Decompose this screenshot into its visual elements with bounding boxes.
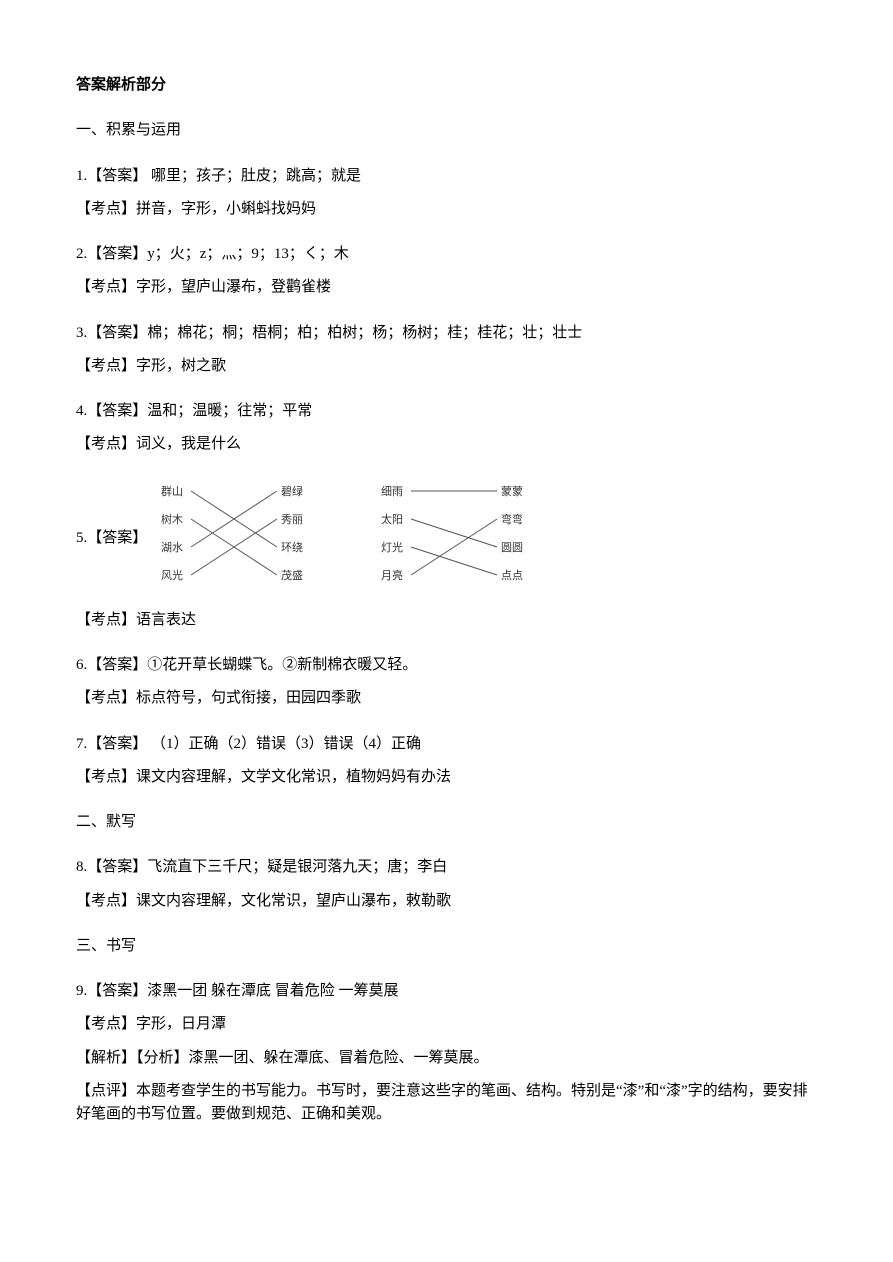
answer-label: 1.【答案】 xyxy=(76,168,147,184)
match-diagram-wrapper: 群山树木湖水风光 碧绿秀丽环绕茂盛 细雨太阳灯光月亮 蒙蒙弯弯圆圆点点 xyxy=(151,479,541,599)
svg-text:湖水: 湖水 xyxy=(161,541,183,554)
q9-answer: 9.【答案】漆黑一团 躲在潭底 冒着危险 一筹莫展 xyxy=(76,980,817,1003)
svg-text:茂盛: 茂盛 xyxy=(281,568,303,582)
points-label: 【考点】 xyxy=(76,612,136,628)
svg-text:秀丽: 秀丽 xyxy=(281,513,303,526)
points-label: 【考点】 xyxy=(76,201,136,217)
q3-answer: 3.【答案】棉；棉花；桐；梧桐；柏；柏树；杨；杨树；桂；桂花；壮；壮士 xyxy=(76,322,817,345)
svg-text:圆圆: 圆圆 xyxy=(501,541,523,554)
answer-text: 飞流直下三千尺；疑是银河落九天；唐；李白 xyxy=(147,859,447,875)
answer-text: 棉；棉花；桐；梧桐；柏；柏树；杨；杨树；桂；桂花；壮；壮士 xyxy=(147,325,582,341)
answer-text: y；火；z；灬；9；13；く；木 xyxy=(147,246,349,262)
q2-answer: 2.【答案】y；火；z；灬；9；13；く；木 xyxy=(76,243,817,266)
points-label: 【考点】 xyxy=(76,358,136,374)
answer-text: 温和；温暖；往常；平常 xyxy=(147,403,312,419)
q9-comment: 【点评】本题考查学生的书写能力。书写时，要注意这些字的笔画、结构。特别是“漆”和… xyxy=(76,1080,817,1127)
q3-points: 【考点】字形，树之歌 xyxy=(76,355,817,378)
points-text: 课文内容理解，文学文化常识，植物妈妈有办法 xyxy=(136,769,451,785)
svg-text:风光: 风光 xyxy=(161,568,183,582)
q1-points: 【考点】拼音，字形，小蝌蚪找妈妈 xyxy=(76,198,817,221)
answer-label: 4.【答案】 xyxy=(76,403,147,419)
section-heading-1: 一、积累与运用 xyxy=(76,119,817,142)
points-label: 【考点】 xyxy=(76,279,136,295)
svg-text:月亮: 月亮 xyxy=(381,568,403,582)
q6-points: 【考点】标点符号，句式衔接，田园四季歌 xyxy=(76,687,817,710)
answer-text: ①花开草长蝴蝶飞。②新制棉衣暖又轻。 xyxy=(147,657,417,673)
points-text: 语言表达 xyxy=(136,612,196,628)
q4-points: 【考点】词义，我是什么 xyxy=(76,433,817,456)
answer-text: 漆黑一团 躲在潭底 冒着危险 一筹莫展 xyxy=(147,983,398,999)
svg-text:环绕: 环绕 xyxy=(281,541,303,554)
points-label: 【考点】 xyxy=(76,769,136,785)
q1-answer: 1.【答案】 哪里；孩子；肚皮；跳高；就是 xyxy=(76,165,817,188)
comment-text: 本题考查学生的书写能力。书写时，要注意这些字的笔画、结构。特别是“漆”和“漆”字… xyxy=(76,1083,808,1122)
q4-answer: 4.【答案】温和；温暖；往常；平常 xyxy=(76,400,817,423)
svg-text:灯光: 灯光 xyxy=(381,540,403,554)
svg-text:点点: 点点 xyxy=(501,569,523,582)
answer-text: （1）正确（2）错误（3）错误（4）正确 xyxy=(147,736,421,752)
q2-points: 【考点】字形，望庐山瀑布，登鹳雀楼 xyxy=(76,276,817,299)
points-label: 【考点】 xyxy=(76,893,136,909)
points-text: 词义，我是什么 xyxy=(136,436,241,452)
analysis-label: 【解析】【分析】 xyxy=(76,1050,189,1066)
answer-label: 9.【答案】 xyxy=(76,983,147,999)
page-title: 答案解析部分 xyxy=(76,74,817,97)
svg-text:弯弯: 弯弯 xyxy=(501,512,523,526)
points-label: 【考点】 xyxy=(76,436,136,452)
answer-label: 7.【答案】 xyxy=(76,736,147,752)
points-text: 字形，望庐山瀑布，登鹳雀楼 xyxy=(136,279,331,295)
points-text: 课文内容理解，文化常识，望庐山瀑布，敕勒歌 xyxy=(136,893,451,909)
match-diagram: 群山树木湖水风光 碧绿秀丽环绕茂盛 细雨太阳灯光月亮 蒙蒙弯弯圆圆点点 xyxy=(151,479,541,591)
answer-text: 哪里；孩子；肚皮；跳高；就是 xyxy=(147,168,361,184)
analysis-text: 漆黑一团、躲在潭底、冒着危险、一筹莫展。 xyxy=(189,1050,489,1066)
q7-points: 【考点】课文内容理解，文学文化常识，植物妈妈有办法 xyxy=(76,766,817,789)
points-text: 标点符号，句式衔接，田园四季歌 xyxy=(136,690,361,706)
answer-label: 5.【答案】 xyxy=(76,527,147,550)
q9-points: 【考点】字形，日月潭 xyxy=(76,1013,817,1036)
q8-answer: 8.【答案】飞流直下三千尺；疑是银河落九天；唐；李白 xyxy=(76,856,817,879)
q8-points: 【考点】课文内容理解，文化常识，望庐山瀑布，敕勒歌 xyxy=(76,890,817,913)
points-text: 字形，树之歌 xyxy=(136,358,226,374)
points-text: 拼音，字形，小蝌蚪找妈妈 xyxy=(136,201,316,217)
q7-answer: 7.【答案】 （1）正确（2）错误（3）错误（4）正确 xyxy=(76,733,817,756)
answer-label: 8.【答案】 xyxy=(76,859,147,875)
svg-text:细雨: 细雨 xyxy=(381,485,403,498)
q5-answer-row: 5.【答案】 群山树木湖水风光 碧绿秀丽环绕茂盛 细雨太阳灯光月亮 蒙蒙弯弯圆圆点点 xyxy=(76,479,817,599)
svg-text:蒙蒙: 蒙蒙 xyxy=(501,485,523,498)
points-label: 【考点】 xyxy=(76,690,136,706)
answer-label: 6.【答案】 xyxy=(76,657,147,673)
comment-label: 【点评】 xyxy=(76,1083,136,1099)
svg-text:树木: 树木 xyxy=(161,512,183,526)
q6-answer: 6.【答案】①花开草长蝴蝶飞。②新制棉衣暖又轻。 xyxy=(76,654,817,677)
q5-points: 【考点】语言表达 xyxy=(76,609,817,632)
svg-text:碧绿: 碧绿 xyxy=(281,484,303,498)
q9-analysis: 【解析】【分析】漆黑一团、躲在潭底、冒着危险、一筹莫展。 xyxy=(76,1047,817,1070)
svg-text:太阳: 太阳 xyxy=(381,513,403,526)
points-text: 字形，日月潭 xyxy=(136,1016,226,1032)
section-heading-2: 二、默写 xyxy=(76,811,817,834)
points-label: 【考点】 xyxy=(76,1016,136,1032)
section-heading-3: 三、书写 xyxy=(76,935,817,958)
svg-text:群山: 群山 xyxy=(161,484,183,498)
answer-label: 3.【答案】 xyxy=(76,325,147,341)
answer-label: 2.【答案】 xyxy=(76,246,147,262)
